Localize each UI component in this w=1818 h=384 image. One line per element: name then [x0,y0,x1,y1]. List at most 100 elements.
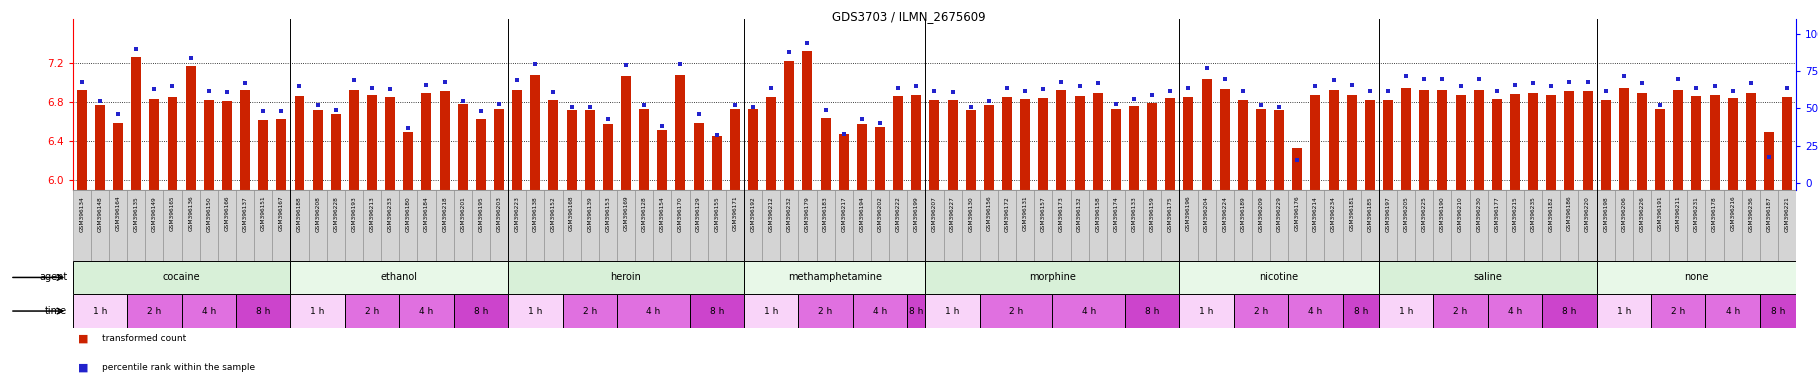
Text: 4 h: 4 h [202,306,216,316]
Bar [729,109,740,190]
Bar [1456,95,1465,190]
Text: GSM396216: GSM396216 [1731,196,1734,232]
Text: 8 h: 8 h [474,306,487,316]
Bar [422,93,431,190]
Text: GSM396159: GSM396159 [1149,196,1154,232]
Bar [240,91,251,190]
Bar [1433,294,1487,328]
Text: GSM396205: GSM396205 [1403,196,1409,232]
Bar [1165,98,1174,190]
Text: GSM396192: GSM396192 [751,196,756,232]
Bar [513,89,522,190]
Text: GSM396181: GSM396181 [1349,196,1354,232]
Bar [871,190,889,261]
Text: 4 h: 4 h [645,306,660,316]
Text: GSM396130: GSM396130 [969,196,973,232]
Bar [713,136,722,190]
Bar [1125,190,1144,261]
Bar [1053,294,1125,328]
Bar [473,190,491,261]
Text: GSM396153: GSM396153 [605,196,611,232]
Bar [856,124,867,190]
Point [1011,88,1040,94]
Point [665,61,694,67]
Bar [707,190,725,261]
Text: GSM396189: GSM396189 [1240,196,1245,232]
Bar [182,190,200,261]
Point [467,108,496,114]
Text: 2 h: 2 h [582,306,596,316]
Text: GSM396204: GSM396204 [1204,196,1209,232]
Bar [1542,294,1596,328]
Text: 1 h: 1 h [1200,306,1214,316]
Bar [1274,110,1284,190]
Point [67,79,96,85]
Text: GSM396186: GSM396186 [1567,196,1573,232]
Point [811,107,840,113]
Text: GSM396215: GSM396215 [1513,196,1518,232]
Bar [1782,97,1793,190]
Text: nicotine: nicotine [1260,272,1298,283]
Bar [1451,190,1469,261]
Bar [1234,190,1253,261]
Bar [1414,190,1433,261]
Point [176,55,205,61]
Text: GSM396218: GSM396218 [442,196,447,232]
Point [1554,79,1583,85]
Bar [258,120,269,190]
Text: GSM396157: GSM396157 [1040,196,1045,232]
Bar [1433,190,1451,261]
Text: 8 h: 8 h [909,306,924,316]
Bar [1745,93,1756,190]
Bar [491,190,507,261]
Point [902,83,931,89]
Bar [1002,97,1013,190]
Text: 1 h: 1 h [93,306,107,316]
Bar [367,95,376,190]
Point [1338,81,1367,88]
Text: GSM396169: GSM396169 [624,196,629,232]
Bar [567,110,576,190]
Bar [1034,190,1053,261]
Point [974,98,1004,104]
Text: 8 h: 8 h [709,306,724,316]
Text: GSM396212: GSM396212 [769,196,774,232]
Point [993,84,1022,91]
Bar [1071,190,1089,261]
Bar [1147,103,1156,190]
Text: 1 h: 1 h [529,306,542,316]
Text: GSM396231: GSM396231 [1694,196,1698,232]
Point [556,104,585,110]
Bar [965,110,976,190]
Bar [562,190,580,261]
Text: heroin: heroin [611,272,642,283]
Point [1065,83,1094,89]
Bar [185,66,196,190]
Bar [507,261,744,294]
Bar [1529,93,1538,190]
Bar [585,110,594,190]
Point [774,49,804,55]
Text: 4 h: 4 h [1725,306,1740,316]
Text: GSM396177: GSM396177 [1494,196,1500,232]
Text: GSM396136: GSM396136 [187,196,193,232]
Text: GSM396220: GSM396220 [1585,196,1591,232]
Point [304,102,333,108]
Point [1193,65,1222,71]
Bar [1325,190,1344,261]
Bar [780,190,798,261]
Bar [1093,93,1104,190]
Bar [874,127,885,190]
Bar [291,190,309,261]
Bar [798,190,816,261]
Bar [1596,294,1651,328]
Bar [454,190,473,261]
Point [431,79,460,85]
Bar [1705,190,1723,261]
Bar [1654,109,1665,190]
Bar [167,97,178,190]
Point [1500,81,1529,88]
Bar [236,190,255,261]
Text: GSM396184: GSM396184 [424,196,429,232]
Text: 8 h: 8 h [256,306,271,316]
